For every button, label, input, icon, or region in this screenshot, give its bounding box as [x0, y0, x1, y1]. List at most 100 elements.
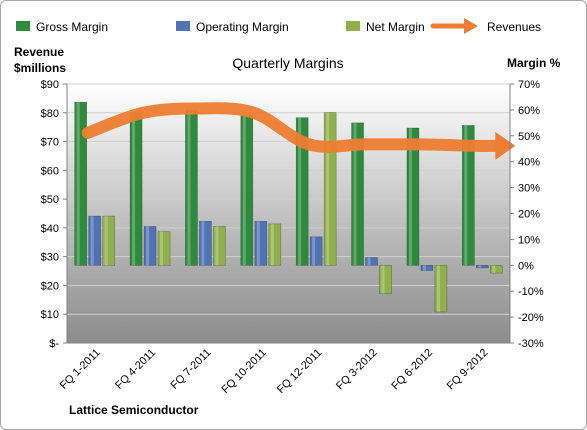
bar-net-margin	[102, 215, 115, 266]
left-tick-label: $20	[41, 280, 59, 292]
right-tick-label: -10%	[518, 286, 544, 298]
bar-highlight	[76, 102, 80, 266]
bar-highlight	[132, 112, 136, 266]
right-tick-label: -30%	[518, 338, 544, 350]
bar-highlight	[160, 231, 164, 266]
left-axis: $- $10 $20 $30 $40 $50 $60 $70 $80 $90	[41, 79, 68, 350]
bar-operating-margin	[420, 264, 434, 271]
legend-swatch-operating-margin	[176, 21, 190, 31]
legend-label-revenues: Revenues	[487, 20, 541, 34]
bar-gross-margin	[74, 101, 87, 266]
bar-highlight	[201, 221, 205, 266]
right-tick-label: 40%	[518, 157, 540, 169]
right-tick-label: 20%	[518, 209, 540, 221]
bar-highlight	[367, 257, 371, 266]
bar-gross-margin	[351, 122, 364, 266]
bar-net-margin	[490, 264, 503, 274]
x-tick-label: FQ 4-2011	[113, 347, 158, 392]
x-tick-label: FQ 1-2011	[58, 347, 103, 392]
legend-item-gross-margin: Gross Margin	[16, 20, 108, 34]
bar-highlight	[492, 265, 496, 274]
bar-net-margin	[268, 223, 282, 266]
bar-highlight	[270, 223, 274, 266]
left-tick-label: $90	[41, 79, 59, 91]
left-tick-label: $60	[41, 165, 59, 177]
bar-gross-margin	[406, 127, 420, 266]
left-axis-title-line1: Revenue	[14, 45, 64, 59]
bar-operating-margin	[309, 236, 323, 266]
left-axis-title-line2: $millions	[14, 61, 66, 75]
legend-label-operating-margin: Operating Margin	[196, 20, 289, 34]
bar-operating-margin	[476, 264, 489, 269]
x-tick-label: FQ 6-2012	[389, 347, 435, 393]
bar-net-margin	[434, 264, 448, 313]
legend-label-net-margin: Net Margin	[366, 20, 425, 34]
bar-gross-margin	[129, 112, 143, 266]
bar-highlight	[353, 122, 357, 266]
right-tick-label: 30%	[518, 183, 540, 195]
right-tick-label: 0%	[518, 260, 534, 272]
bar-highlight	[464, 125, 468, 266]
bar-net-margin	[323, 112, 337, 266]
bar-highlight	[242, 115, 246, 266]
bar-operating-margin	[365, 257, 378, 266]
bar-highlight	[326, 112, 330, 266]
revenue-line-group	[81, 102, 516, 160]
chart-title: Quarterly Margins	[232, 55, 343, 71]
bar-highlight	[436, 265, 440, 312]
bar-net-margin	[157, 231, 171, 266]
left-tick-label: $30	[41, 252, 59, 264]
bar-highlight	[422, 265, 426, 271]
bars-group	[74, 101, 503, 313]
legend-label-gross-margin: Gross Margin	[36, 20, 108, 34]
bar-highlight	[408, 128, 412, 266]
bar-gross-margin	[295, 117, 309, 266]
bar-highlight	[312, 236, 316, 266]
right-tick-label: 10%	[518, 234, 540, 246]
legend-item-net-margin: Net Margin	[346, 20, 425, 34]
bar-highlight	[146, 226, 150, 266]
right-tick-label: 60%	[518, 105, 540, 117]
right-tick-label: -20%	[518, 312, 544, 324]
legend-item-revenues: Revenues	[430, 18, 541, 34]
x-tick-label: FQ 9-2012	[445, 347, 491, 393]
bar-highlight	[478, 265, 482, 268]
bar-gross-margin	[185, 109, 198, 266]
company-footer: Lattice Semiconductor	[69, 403, 199, 417]
left-tick-label: $40	[41, 223, 59, 235]
bar-highlight	[256, 221, 260, 266]
left-tick-label: $-	[49, 338, 59, 350]
bar-highlight	[104, 216, 108, 266]
bar-operating-margin	[254, 220, 268, 266]
bar-operating-margin	[88, 215, 101, 266]
bar-net-margin	[213, 226, 226, 266]
bar-highlight	[90, 216, 94, 266]
x-tick-label: FQ 7-2011	[168, 347, 213, 392]
bar-highlight	[381, 265, 385, 294]
left-tick-label: $50	[41, 194, 59, 206]
right-tick-label: 70%	[518, 79, 540, 91]
x-tick-label: FQ 10-2011	[220, 347, 269, 396]
revenue-arrowhead	[495, 131, 516, 160]
bar-gross-margin	[240, 114, 254, 266]
left-tick-label: $10	[41, 309, 59, 321]
right-axis: -30% -20% -10% 0% 10% 20% 30% 40% 50% 60% 70%	[509, 79, 544, 350]
left-tick-label: $80	[41, 108, 59, 120]
legend-swatch-gross-margin	[16, 21, 30, 31]
bar-gross-margin	[462, 125, 475, 266]
bar-highlight	[215, 226, 219, 266]
x-tick-label: FQ 3-2012	[334, 347, 380, 393]
right-tick-label: 50%	[518, 131, 540, 143]
right-axis-title: Margin %	[507, 56, 561, 70]
x-axis: FQ 1-2011 FQ 4-2011 FQ 7-2011 FQ 10-2011 FQ …	[58, 342, 510, 396]
bar-highlight	[298, 117, 302, 266]
bar-operating-margin	[143, 226, 157, 266]
bar-net-margin	[379, 264, 392, 295]
legend-arrow-revenues	[464, 18, 478, 34]
bar-operating-margin	[199, 220, 212, 266]
legend: Gross Margin Operating Margin Net Margin…	[16, 18, 541, 34]
x-tick-label: FQ 12-2011	[275, 347, 324, 396]
legend-swatch-net-margin	[346, 21, 360, 31]
left-tick-label: $70	[41, 137, 59, 149]
